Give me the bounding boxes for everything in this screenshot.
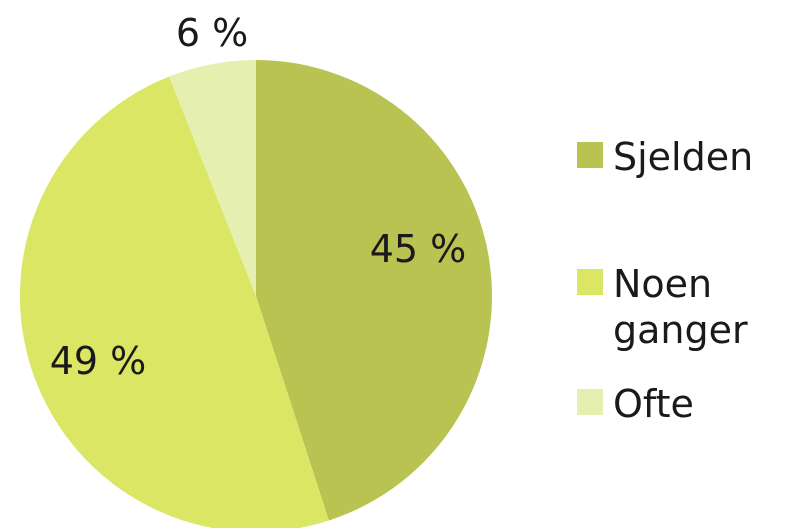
pie-slice-ofte	[169, 60, 256, 296]
legend-swatch-ofte	[577, 389, 603, 415]
legend-swatch-sjelden	[577, 142, 603, 168]
data-labels: 45 % 49 % 6 %	[50, 11, 467, 383]
legend-swatch-noen-ganger	[577, 269, 603, 295]
pie-slices	[19, 59, 493, 528]
pie-slice-noen-ganger	[19, 76, 329, 528]
legend-label-noen-ganger: Noen ganger	[613, 262, 748, 352]
pie-slice-sjelden	[256, 59, 493, 521]
data-label-ofte: 6 %	[176, 11, 248, 55]
legend-label-ofte: Ofte	[613, 382, 694, 426]
legend: Sjelden Noen ganger Ofte	[577, 135, 753, 426]
data-label-sjelden: 45 %	[370, 227, 467, 271]
data-label-noen-ganger: 49 %	[50, 339, 147, 383]
legend-label-sjelden: Sjelden	[613, 135, 753, 179]
